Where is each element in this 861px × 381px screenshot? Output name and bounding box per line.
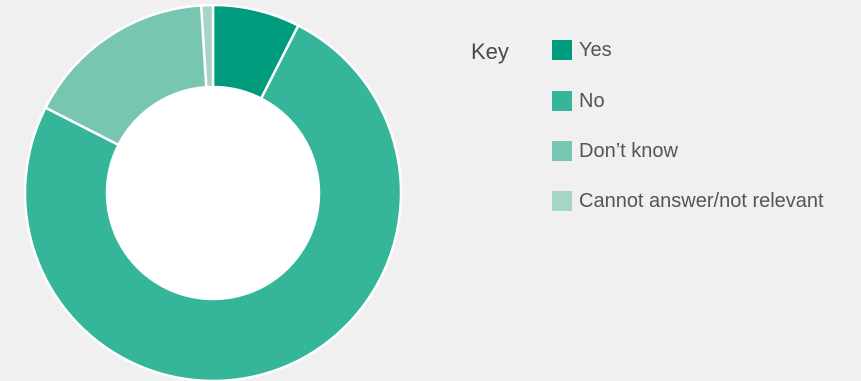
legend-title: Key xyxy=(471,39,509,64)
legend-item-yes: Yes xyxy=(552,38,612,62)
legend-label-no: No xyxy=(579,90,605,112)
donut-hole xyxy=(108,88,318,298)
donut-slice-cannot-answer-not-relevant xyxy=(199,3,215,89)
legend-swatch-yes xyxy=(552,40,572,60)
legend-label-cannot-answer: Cannot answer/not relevant xyxy=(579,190,824,212)
legend-item-dont-know: Don’t know xyxy=(552,139,678,163)
legend-swatch-no xyxy=(552,91,572,111)
legend-swatch-dont-know xyxy=(552,141,572,161)
legend-item-no: No xyxy=(552,89,605,113)
legend-item-cannot-answer: Cannot answer/not relevant xyxy=(552,189,824,213)
legend-swatch-cannot-answer xyxy=(552,191,572,211)
donut-slice-no xyxy=(23,24,403,381)
legend-label-yes: Yes xyxy=(579,39,612,61)
legend-label-dont-know: Don’t know xyxy=(579,140,678,162)
donut-slice-don-t-know xyxy=(44,4,208,147)
